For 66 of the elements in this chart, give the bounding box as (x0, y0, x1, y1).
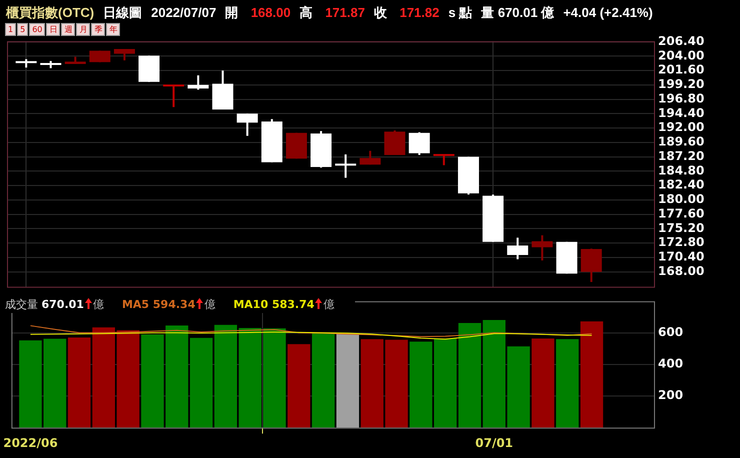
y-tick-label: 600 (658, 324, 684, 339)
candlestick (384, 129, 406, 156)
text: 收 171.82 (374, 5, 440, 20)
y-tick-label: 168.00 (658, 264, 704, 278)
bar (532, 338, 554, 428)
y-tick-label: 201.60 (658, 62, 704, 77)
bar (312, 332, 335, 428)
text: 高 171.87 (300, 5, 365, 20)
chart-subtitle: 日線圖 (103, 5, 142, 20)
chart-title: 櫃買指數(OTC) (6, 5, 94, 20)
y-tick-label: 189.60 (658, 134, 704, 149)
candlestick (188, 74, 209, 91)
text: 開 168.00 (225, 5, 291, 20)
candlestick (360, 150, 381, 166)
y-tick-label: 177.60 (658, 206, 704, 220)
text: MA10 583.74 (233, 298, 314, 311)
text: s 點 (448, 5, 472, 20)
bar (288, 344, 310, 428)
y-tick-label: 204.00 (658, 48, 704, 62)
bar (68, 338, 91, 428)
y-tick-label: 206.40 (658, 34, 704, 48)
text: 年 (106, 23, 120, 36)
bar (458, 322, 482, 428)
text: 1 (5, 23, 16, 36)
candlestick (236, 112, 258, 137)
y-tick-label: 200 (658, 388, 684, 402)
bar (580, 321, 604, 428)
text: 5 (17, 23, 28, 36)
y-tick-label: 180.00 (658, 192, 704, 206)
y-tick-label: 196.80 (658, 91, 704, 106)
candlestick (335, 153, 356, 179)
y-tick-label: 194.40 (658, 106, 704, 120)
y-tick-label: 182.40 (658, 178, 704, 192)
text: 週 (61, 23, 76, 36)
candlestick (507, 236, 528, 260)
bar (336, 333, 360, 428)
y-tick-label: 175.20 (658, 220, 704, 235)
y-tick-label: 184.80 (658, 163, 704, 178)
x-tick-label: 2022/06 (3, 436, 58, 450)
text: 60 (29, 23, 46, 36)
text: MA5 594.34 (122, 298, 196, 311)
chart-title: 成交量 (5, 298, 39, 311)
candlestick (532, 234, 553, 262)
y-tick-label: 170.40 (658, 250, 704, 264)
text: 月 (76, 23, 90, 36)
text: 日 (46, 23, 60, 36)
bar (556, 339, 579, 428)
text: 量 670.01 億 (481, 5, 554, 20)
y-tick-label: 400 (658, 356, 684, 371)
x-tick-label: 07/01 (475, 436, 514, 450)
text: +4.04 (+2.41%) (563, 5, 653, 20)
bar (190, 338, 213, 428)
y-tick-label: 192.00 (658, 120, 704, 134)
candlestick (580, 248, 602, 284)
text: 2022/07/07 (151, 5, 216, 20)
y-tick-label: 187.20 (658, 148, 704, 163)
y-tick-label: 199.20 (658, 77, 704, 92)
text: 億 (323, 298, 334, 311)
text: 億 (204, 298, 216, 311)
annotation: 670.01 億 (42, 298, 104, 311)
y-tick-label: 172.80 (658, 235, 704, 250)
candlestick (433, 153, 454, 166)
text: 季 (91, 23, 106, 36)
candlestick (163, 84, 184, 108)
candlestick (408, 131, 430, 156)
bar (214, 324, 238, 428)
